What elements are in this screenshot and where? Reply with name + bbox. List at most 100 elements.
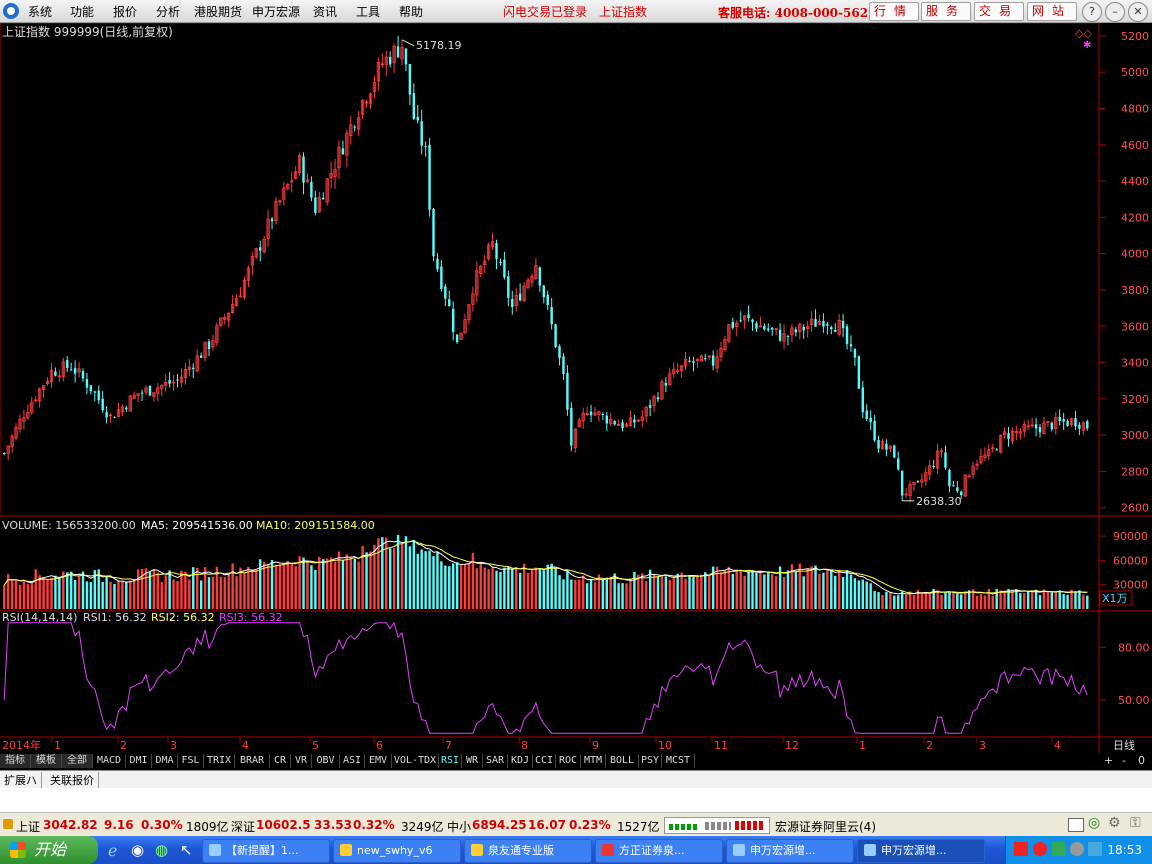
period-label[interactable]: 日线: [1113, 738, 1135, 752]
hotline-text: 客服电话: 4008-000-562: [718, 6, 869, 20]
candle-body: [132, 394, 136, 399]
candle-body: [471, 293, 475, 305]
zx-pct: 0.23%: [569, 818, 611, 832]
candle-body: [507, 276, 510, 298]
indicator-tab-psy[interactable]: PSY: [639, 754, 662, 768]
indicator-tab-sar[interactable]: SAR: [483, 754, 508, 768]
menu-quote[interactable]: 报价: [113, 5, 138, 19]
close-icon[interactable]: ✕: [1128, 2, 1148, 22]
candle-body: [258, 247, 262, 251]
month-tick-label: 12: [785, 739, 799, 752]
indicator-tab-dmi[interactable]: DMI: [126, 754, 152, 768]
taskbar-item[interactable]: new_swhy_v6: [333, 839, 461, 863]
rsi-params: RSI(14,14,14): [2, 611, 77, 624]
indicator-tab-kdj[interactable]: KDJ: [508, 754, 533, 768]
zoom-in-icon[interactable]: +: [1104, 754, 1114, 767]
indicator-tab-trix[interactable]: TRIX: [204, 754, 235, 768]
login-status: 闪电交易已登录: [503, 5, 588, 19]
candle-body: [199, 355, 203, 358]
indicator-tab-fsl[interactable]: FSL: [178, 754, 204, 768]
nav-button-market[interactable]: 行情: [869, 2, 919, 21]
start-button[interactable]: 开始: [0, 836, 98, 864]
window-icon[interactable]: [1068, 818, 1084, 832]
sz-label: 深证: [231, 820, 256, 834]
ie-icon[interactable]: ℯ: [108, 841, 118, 860]
tab-extension[interactable]: 扩展ハ: [0, 772, 42, 788]
taskbar-item[interactable]: 【新提醒】1...: [202, 839, 330, 863]
menu-swhy[interactable]: 申万宏源: [252, 5, 301, 19]
time-axis-year: 2014年: [2, 738, 41, 752]
menu-system[interactable]: 系统: [28, 5, 53, 19]
indicator-tab-emv[interactable]: EMV: [365, 754, 392, 768]
volume-bar: [207, 577, 211, 609]
indicator-tab-dma[interactable]: DMA: [152, 754, 178, 768]
taskbar-item[interactable]: 泉友通专业版: [464, 839, 592, 863]
browser-icon[interactable]: ◉: [131, 841, 145, 859]
candle-body: [664, 382, 668, 386]
candle-body: [400, 46, 404, 60]
candle-body: [215, 325, 219, 343]
server-name[interactable]: 宏源证券阿里云(4): [775, 820, 876, 834]
tray-app-icon[interactable]: [1014, 842, 1028, 856]
menu-hk-futures[interactable]: 港股期货: [194, 5, 243, 19]
tab-related-quote[interactable]: 关联报价: [46, 772, 99, 788]
zoom-controls[interactable]: + - 0: [1100, 753, 1152, 769]
tray-app-icon[interactable]: [1070, 842, 1084, 856]
indicator-tab-cr[interactable]: CR: [270, 754, 291, 768]
candle-body: [81, 371, 85, 379]
volume-bar: [377, 538, 380, 609]
indicator-tab-macd[interactable]: MACD: [93, 754, 126, 768]
minimize-icon[interactable]: –: [1105, 2, 1125, 22]
taskbar-item[interactable]: 申万宏源增...: [726, 839, 854, 863]
candle-body: [467, 304, 471, 321]
indicator-tab-vr[interactable]: VR: [291, 754, 312, 768]
nav-button-website[interactable]: 网站: [1027, 2, 1077, 21]
menu-help[interactable]: 帮助: [399, 5, 424, 19]
indicator-tab-指标[interactable]: 指标: [0, 754, 31, 768]
indicator-tab-mcst[interactable]: MCST: [662, 754, 695, 768]
menu-news[interactable]: 资讯: [313, 5, 338, 19]
indicator-tab-asi[interactable]: ASI: [340, 754, 365, 768]
tray-network-icon[interactable]: [1088, 842, 1102, 856]
candle-body: [888, 445, 892, 449]
app-icon[interactable]: ◍: [155, 841, 169, 859]
settings-icon[interactable]: ⚙: [1108, 815, 1121, 831]
taskbar-item[interactable]: 方正证券泉...: [595, 839, 723, 863]
indicator-tab-rsi[interactable]: RSI: [439, 754, 462, 768]
candle-body: [880, 441, 885, 450]
candle-body: [105, 412, 108, 418]
indicator-tab-vol-tdx[interactable]: VOL-TDX: [392, 754, 439, 768]
volume-bar: [696, 575, 699, 609]
reset-icon[interactable]: 0: [1138, 754, 1145, 767]
indicator-tab-boll[interactable]: BOLL: [606, 754, 639, 768]
tray-shield-icon[interactable]: [1052, 842, 1066, 856]
nav-button-trade[interactable]: 交易: [974, 2, 1024, 21]
indicator-tab-cci[interactable]: CCI: [533, 754, 556, 768]
volume-bar: [188, 579, 191, 609]
chart-area[interactable]: 上证指数 999999(日线,前复权) ◇◇ ✱ 260028003000320…: [0, 23, 1152, 753]
volume-bar: [778, 566, 782, 609]
indicator-tab-roc[interactable]: ROC: [556, 754, 581, 768]
cursor-icon[interactable]: ↖: [180, 841, 193, 859]
volume-bar: [357, 561, 360, 609]
volume-bar: [995, 589, 998, 609]
volume-bar: [298, 556, 301, 609]
indicator-tab-模板[interactable]: 模板: [31, 754, 62, 768]
nav-button-service[interactable]: 服务: [921, 2, 971, 21]
price-tick-label: 4800: [1121, 102, 1149, 115]
indicator-tab-obv[interactable]: OBV: [312, 754, 340, 768]
indicator-tab-全部[interactable]: 全部: [62, 754, 93, 768]
indicator-tab-brar[interactable]: BRAR: [235, 754, 270, 768]
volume-bar: [400, 543, 404, 609]
volume-bar: [475, 568, 479, 609]
candle-body: [45, 380, 50, 385]
indicator-tab-wr[interactable]: WR: [462, 754, 483, 768]
taskbar-item-active[interactable]: 申万宏源增...: [857, 839, 985, 863]
tray-app-icon[interactable]: [1033, 842, 1047, 856]
menu-tools[interactable]: 工具: [356, 5, 381, 19]
indicator-tab-mtm[interactable]: MTM: [581, 754, 606, 768]
zoom-out-icon[interactable]: -: [1122, 754, 1126, 767]
help-circle-icon[interactable]: ?: [1082, 2, 1102, 22]
menu-function[interactable]: 功能: [70, 5, 95, 19]
menu-analysis[interactable]: 分析: [156, 5, 181, 19]
